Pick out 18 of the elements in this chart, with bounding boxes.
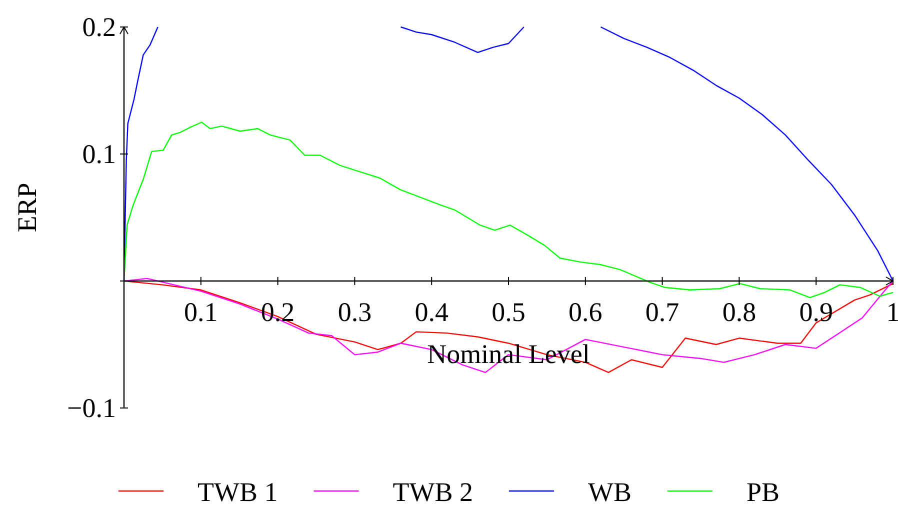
x-tick-label: 0.7 [645,297,680,327]
line-series [123,122,894,298]
legend-label: PB [746,477,780,507]
x-tick-label: 0.6 [568,297,602,327]
legend-label: TWB 1 [198,477,278,507]
x-tick-label: 1 [886,297,898,327]
x-tick-label: 0.1 [184,297,218,327]
y-axis-title: ERP [12,182,42,232]
x-tick-label: 0.4 [414,297,449,327]
legend-label: WB [588,477,632,507]
y-tick-label: −0.1 [67,393,116,423]
y-tick-label: 0.1 [82,139,116,169]
x-tick-label: 0.9 [799,297,833,327]
y-tick-label: 0.2 [82,12,116,42]
x-tick-label: 0.8 [722,297,756,327]
legend-label: TWB 2 [392,477,473,507]
x-tick-label: 0.3 [338,297,372,327]
x-tick-label: 0.5 [492,297,526,327]
